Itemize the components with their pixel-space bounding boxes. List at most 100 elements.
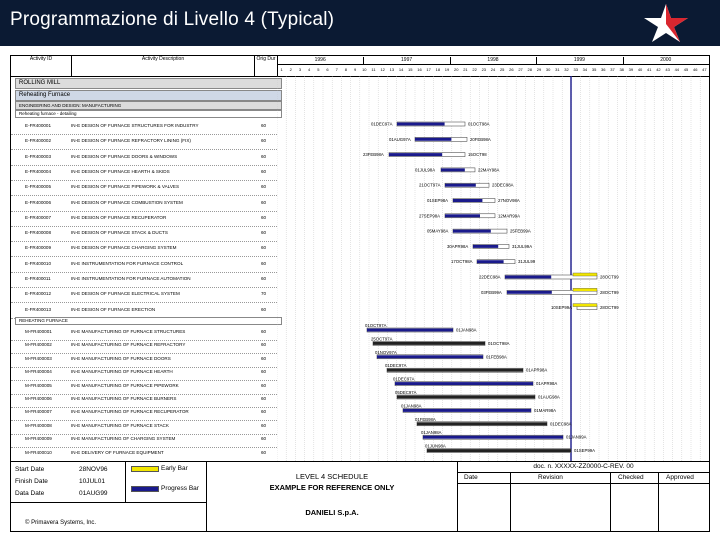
early-bar-swatch: [131, 466, 159, 472]
week-label: 7: [335, 67, 338, 72]
mfg-finish-label: 01AUG98A: [538, 395, 560, 400]
col-checked-header: Checked: [618, 474, 644, 481]
activity-row[interactable]: E-FR400009 IN-E DESIGN OF FURNACE CHARGIN…: [11, 240, 277, 258]
activity-row[interactable]: M-FR400005 IN-E MANUFACTURING OF FURNACE …: [11, 378, 277, 395]
activity-row[interactable]: M-FR400002 IN-E MANUFACTURING OF FURNACE …: [11, 337, 277, 355]
group-row: Reheating Furnace: [15, 90, 282, 101]
activity-row[interactable]: M-FR400009 IN-E MANUFACTURING OF CHARGING…: [11, 431, 277, 449]
progress-bar-label: Progress Bar: [161, 485, 199, 492]
mfg-start-label: 01NOV97A: [375, 350, 397, 355]
activity-desc: IN-E DELIVERY OF FURNACE EQUIPMENT: [71, 449, 164, 455]
activity-dur: 60: [261, 329, 267, 334]
activity-id: M-FR400003: [25, 355, 52, 361]
activity-desc: IN-E DESIGN OF FURNACE COMBUSTION SYSTEM: [71, 199, 183, 205]
week-label: 15: [408, 67, 413, 72]
activity-row[interactable]: M-FR400001 IN-E MANUFACTURING OF FURNACE …: [11, 324, 277, 341]
col-activity-desc: Activity Description: [72, 56, 255, 77]
activity-row[interactable]: M-FR400010 IN-E DELIVERY OF FURNACE EQUIP…: [11, 445, 277, 462]
copyright-text: © Primavera Systems, Inc.: [25, 520, 97, 526]
activity-row[interactable]: E-FR400001 IN-E DESIGN OF FURNACE STRUCTU…: [11, 118, 277, 135]
week-label: 11: [371, 67, 376, 72]
activity-row[interactable]: E-FR400011 IN-E INSTRUMENTATION FOR FURNA…: [11, 271, 277, 288]
activity-dur: 60: [261, 276, 267, 281]
activity-dur: 60: [261, 436, 267, 442]
week-label: 13: [389, 67, 395, 72]
footer-divider-h: [11, 502, 206, 503]
star-logo-icon: [644, 4, 688, 42]
week-label: 3: [298, 67, 302, 72]
activity-id: E-FR400008: [25, 230, 52, 236]
activity-desc: IN-E DESIGN OF FURNACE STRUCTURES FOR IN…: [71, 123, 199, 128]
activity-row[interactable]: M-FR400004 IN-E MANUFACTURING OF FURNACE …: [11, 364, 277, 382]
activity-desc: IN-E DESIGN OF FURNACE ELECTRICAL SYSTEM: [71, 291, 180, 297]
activity-row[interactable]: E-FR400012 IN-E DESIGN OF FURNACE ELECTRI…: [11, 286, 277, 304]
week-label: 10: [362, 67, 367, 72]
activity-dur: 60: [261, 138, 267, 144]
year-label: 2000: [623, 57, 709, 64]
activity-row[interactable]: M-FR400003 IN-E MANUFACTURING OF FURNACE …: [11, 351, 277, 368]
week-label: 44: [674, 67, 680, 72]
progress-bar: [507, 290, 552, 294]
activity-row[interactable]: E-FR400004 IN-E DESIGN OF FURNACE HEARTH …: [11, 164, 277, 181]
mfg-progress-bar: [427, 449, 571, 453]
activity-dur: 60: [261, 306, 267, 312]
rev-divider-1: [510, 473, 511, 531]
mfg-progress-bar: [403, 408, 531, 412]
week-label: 6: [326, 67, 329, 72]
week-label: 2: [289, 67, 292, 72]
week-label: 16: [417, 67, 422, 72]
start-date-label: 17OCT98A: [451, 259, 473, 264]
activity-row[interactable]: M-FR400007 IN-E MANUFACTURING OF FURNACE …: [11, 404, 277, 422]
activity-row[interactable]: E-FR400008 IN-E DESIGN OF FURNACE STACK &…: [11, 225, 277, 243]
rev-divider-2: [610, 473, 611, 531]
schedule-sheet: Activity ID Activity Description Orig Du…: [10, 55, 710, 532]
timescale-years: 1996 1997 1998 1999 2000: [277, 56, 709, 65]
activity-row[interactable]: M-FR400006 IN-E MANUFACTURING OF FURNACE …: [11, 391, 277, 408]
start-date-label: 10SEP99A: [551, 305, 572, 310]
activity-row[interactable]: E-FR400002 IN-E DESIGN OF FURNACE REFRACT…: [11, 133, 277, 151]
activity-dur: 60: [261, 123, 267, 128]
mfg-progress-bar: [367, 328, 453, 332]
activity-id: M-FR400002: [25, 342, 52, 348]
week-label: 12: [380, 67, 385, 72]
activity-id: E-FR400004: [25, 168, 52, 174]
gantt-chart: 01DEC97A 01OCT98A 01AUG97A 20FEB98A 23FEB98A…: [277, 76, 701, 469]
activity-dur: 60: [261, 342, 267, 348]
progress-bar: [477, 260, 504, 264]
week-label: 26: [509, 67, 514, 72]
start-date-label: 01AUG97A: [389, 137, 411, 142]
activity-id: E-FR400002: [25, 138, 52, 144]
activity-id: M-FR400007: [25, 409, 52, 415]
activity-dur: 60: [261, 184, 267, 190]
activity-row[interactable]: E-FR400005 IN-E DESIGN OF FURNACE PIPEWOR…: [11, 179, 277, 197]
activity-desc: IN-E DESIGN OF FURNACE HEARTH & SKIDS: [71, 168, 170, 174]
activity-dur: 60: [261, 369, 267, 375]
week-label: 28: [527, 67, 532, 72]
activity-dur: 70: [261, 291, 267, 297]
mfg-start-label: 01DEC97A: [385, 363, 407, 368]
early-bar-label: Early Bar: [161, 465, 188, 472]
doc-number: doc. n. XXXXX-ZZ0000-C-REV. 00: [458, 462, 709, 473]
schedule-title: LEVEL 4 SCHEDULE: [295, 472, 369, 481]
activity-row[interactable]: E-FR400007 IN-E DESIGN OF FURNACE RECUPER…: [11, 210, 277, 227]
activity-dur: 60: [261, 396, 267, 401]
progress-bar: [441, 168, 465, 172]
activity-row[interactable]: E-FR400010 IN-E INSTRUMENTATION FOR FURNA…: [11, 256, 277, 273]
activity-id: E-FR400012: [25, 291, 52, 297]
start-date-label: 05MAY98A: [427, 229, 449, 234]
activity-id: E-FR400010: [25, 260, 52, 266]
week-label: 17: [426, 67, 431, 72]
activity-id-header: Activity ID: [29, 56, 53, 62]
activity-id: E-FR400009: [25, 245, 52, 251]
week-label: 27: [518, 67, 523, 72]
activity-desc: IN-E INSTRUMENTATION FOR FURNACE AUTOMAT…: [71, 276, 191, 281]
activity-dur: 60: [261, 153, 267, 159]
start-date-label: Start Date: [15, 466, 45, 473]
mfg-finish-label: 01MAR98A: [534, 408, 556, 413]
finish-date-label: 15OCT98: [468, 152, 487, 157]
activity-row[interactable]: E-FR400006 IN-E DESIGN OF FURNACE COMBUST…: [11, 195, 277, 212]
activity-dur: 60: [261, 245, 267, 251]
activity-row[interactable]: M-FR400008 IN-E MANUFACTURING OF FURNACE …: [11, 418, 277, 435]
activity-row[interactable]: E-FR400003 IN-E DESIGN OF FURNACE DOORS &…: [11, 149, 277, 166]
revision-header-row: Date Revision Checked Approved: [458, 473, 709, 484]
